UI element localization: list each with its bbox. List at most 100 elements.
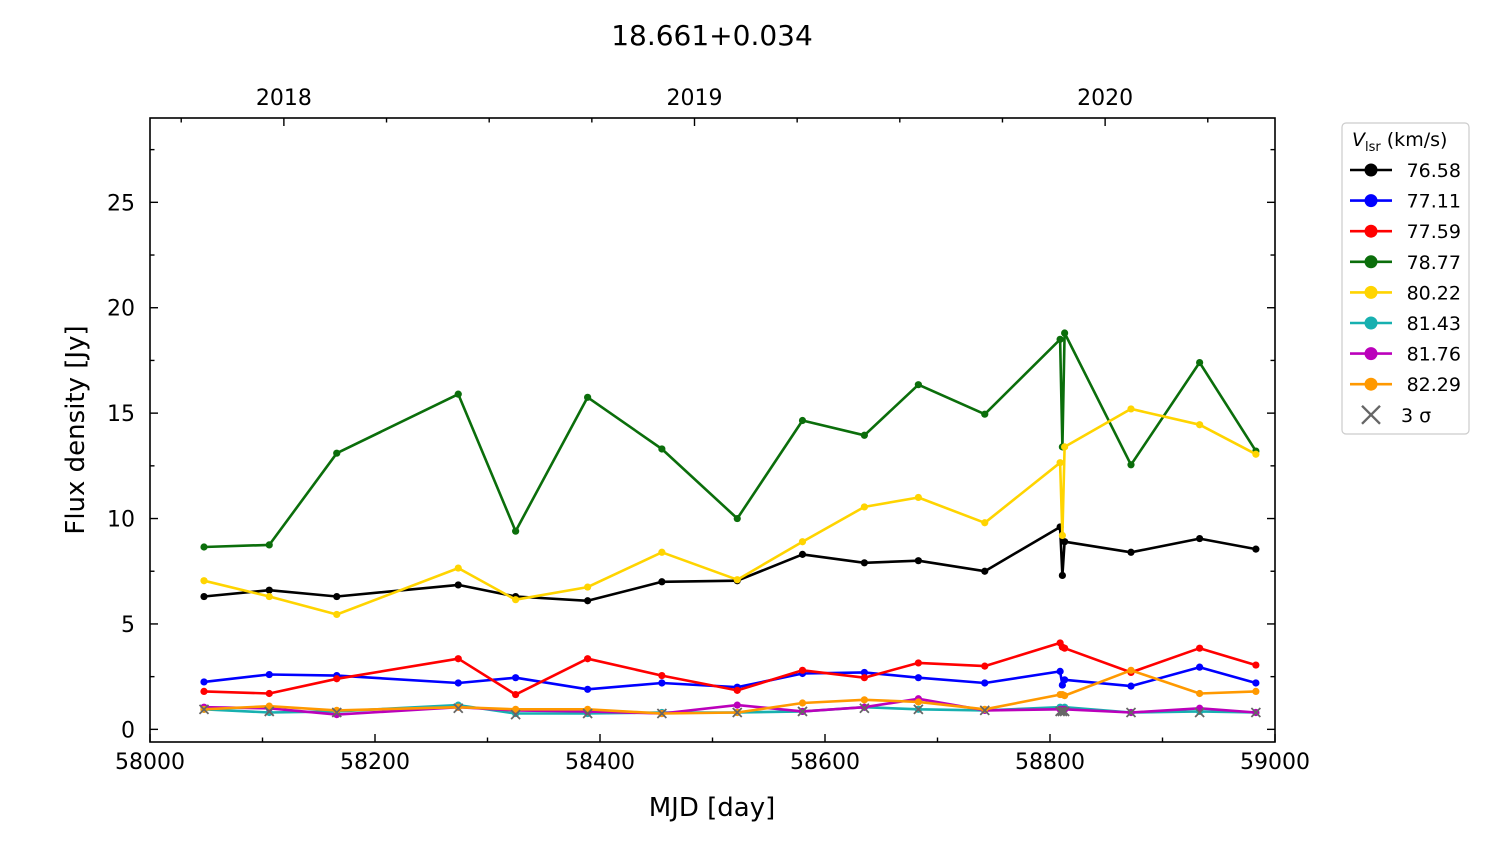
data-point (1196, 663, 1204, 671)
legend-title: Vlsr (km/s) (1352, 129, 1447, 155)
legend-marker (1364, 224, 1378, 238)
legend-label: 81.43 (1407, 313, 1461, 335)
sigma-marker (510, 709, 521, 720)
sigma-marker (797, 706, 808, 717)
data-point (1196, 421, 1204, 429)
axis-ticks: 58000 58200 58400 58600 58800 59000 0 5 10 15 20 25… (107, 86, 1310, 775)
series-line (203, 331, 1257, 549)
data-point (860, 696, 868, 704)
data-point (798, 550, 807, 558)
series-layer (200, 329, 1260, 719)
data-point (1127, 548, 1135, 556)
sigma-marker (1250, 707, 1262, 718)
data-point (733, 514, 741, 523)
legend: Vlsr (km/s) 76.58 77.11 77.59 78.77 80.22 81.… (1341, 122, 1470, 435)
legend-label: 77.11 (1407, 191, 1461, 213)
data-point (733, 701, 741, 709)
data-point (200, 687, 208, 696)
legend-marker (1364, 285, 1378, 299)
data-point (914, 557, 922, 565)
data-point (860, 559, 868, 567)
data-point (860, 503, 868, 511)
legend-item: 81.76 (1350, 344, 1461, 366)
data-point (658, 671, 666, 680)
data-point (1061, 644, 1069, 652)
data-point (333, 706, 341, 714)
sigma-marker (913, 704, 924, 715)
data-point (798, 416, 807, 425)
data-point (200, 577, 208, 585)
data-point (584, 597, 592, 605)
data-point (512, 705, 520, 713)
sigma-marker (1054, 706, 1066, 717)
legend-marker (1364, 163, 1378, 177)
series-80.22 (200, 405, 1260, 619)
data-point (1252, 687, 1260, 696)
data-point (981, 567, 989, 575)
data-point (658, 578, 666, 586)
data-point (914, 381, 922, 389)
top-year-label: 2018 (256, 86, 312, 111)
legend-items: 76.58 77.11 77.59 78.77 80.22 81.43 81.76 82.29… (1350, 160, 1461, 427)
data-point (265, 586, 273, 594)
data-point (1196, 689, 1204, 698)
x-tick-label: 58800 (1015, 750, 1085, 775)
x-tick-label: 59000 (1240, 750, 1310, 775)
data-point (1061, 443, 1069, 451)
sigma-marker (198, 704, 210, 715)
series-line (203, 665, 1257, 691)
data-point (333, 610, 341, 619)
legend-label: 82.29 (1407, 374, 1461, 396)
data-point (584, 685, 592, 693)
data-point (512, 690, 520, 699)
data-point (914, 698, 922, 706)
x-tick-label: 58400 (565, 750, 635, 775)
top-year-label: 2020 (1077, 86, 1133, 111)
top-year-label: 2019 (667, 86, 723, 111)
legend-item-sigma: 3 σ (1361, 405, 1431, 427)
sigma-marker (859, 703, 870, 714)
sigma-marker (1057, 706, 1068, 717)
data-point (658, 548, 666, 556)
x-tick-label: 58000 (115, 750, 185, 775)
y-axis-title: Flux density [Jy] (61, 325, 91, 534)
data-point (1061, 676, 1069, 684)
data-point (1058, 531, 1066, 540)
legend-item: 77.11 (1350, 191, 1461, 213)
legend-item: 77.59 (1350, 221, 1461, 243)
legend-marker (1364, 255, 1378, 269)
data-point (1196, 358, 1204, 367)
legend-label-sigma: 3 σ (1401, 405, 1431, 427)
legend-label: 78.77 (1407, 252, 1461, 274)
data-point (265, 541, 273, 549)
legend-marker (1364, 316, 1378, 330)
data-point (454, 655, 462, 663)
data-point (265, 702, 273, 710)
data-point (454, 564, 462, 572)
data-point (512, 527, 520, 535)
y-tick-label: 15 (107, 402, 135, 427)
sigma-markers (198, 703, 1262, 720)
y-tick-label: 5 (121, 613, 135, 638)
series-81.76 (200, 695, 1260, 719)
data-point (512, 674, 520, 682)
data-point (1196, 644, 1204, 652)
series-77.59 (200, 639, 1260, 699)
data-point (798, 699, 807, 707)
data-point (981, 410, 989, 418)
data-point (265, 670, 273, 679)
data-point (1056, 459, 1064, 467)
data-point (981, 662, 989, 670)
data-point (454, 679, 462, 687)
legend-title-sub: lsr (1365, 140, 1381, 155)
legend-label: 80.22 (1407, 282, 1461, 304)
legend-item: 82.29 (1350, 374, 1461, 396)
sigma-marker (1194, 707, 1205, 718)
data-point (981, 519, 989, 527)
series-line (203, 525, 1257, 603)
sigma-marker (264, 706, 275, 717)
data-point (914, 659, 922, 667)
data-point (1056, 667, 1064, 675)
data-point (333, 449, 341, 457)
